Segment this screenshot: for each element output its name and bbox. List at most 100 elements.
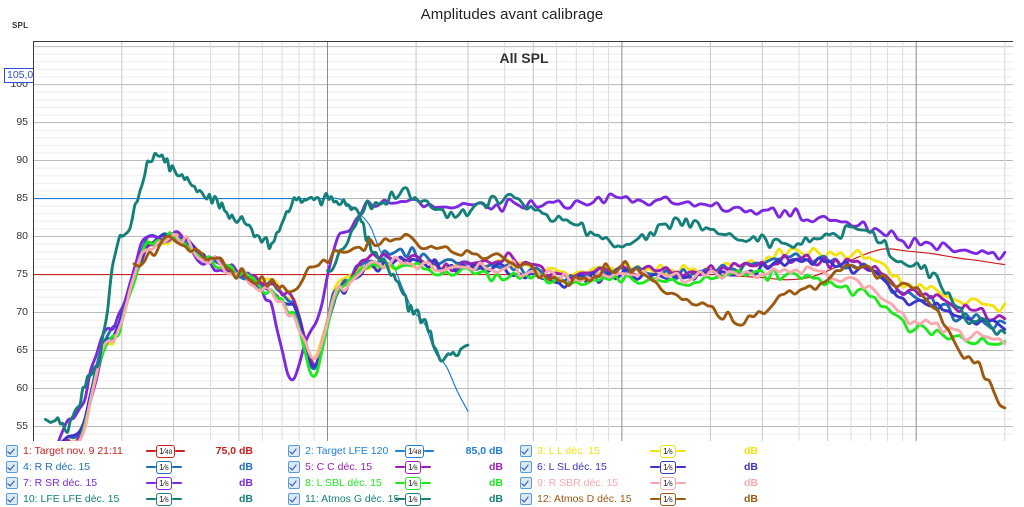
legend-level-value: dB: [744, 493, 758, 505]
y-tick-label: 60: [16, 381, 28, 394]
legend-item[interactable]: 9: R SBR déc. 15: [520, 475, 618, 491]
smoothing-chip[interactable]: 1⁄ 6: [660, 460, 676, 474]
legend-smoothing-swatch[interactable]: 1⁄ 48: [146, 443, 186, 459]
legend-smoothing-swatch[interactable]: 1⁄ 6: [650, 475, 686, 491]
smoothing-chip[interactable]: 1⁄ 6: [660, 444, 676, 458]
legend-item-label: 3: L L déc. 15: [537, 445, 600, 457]
legend-smoothing-swatch[interactable]: 1⁄ 48: [395, 443, 435, 459]
legend-smoothing-swatch[interactable]: 1⁄ 6: [146, 459, 182, 475]
y-tick-label: 65: [16, 343, 28, 356]
smoothing-chip[interactable]: 1⁄ 6: [660, 476, 676, 490]
smoothing-chip[interactable]: 1⁄ 6: [156, 476, 172, 490]
legend-smoothing-swatch[interactable]: 1⁄ 6: [650, 459, 686, 475]
legend-item-label: 1: Target nov. 9 21:11: [23, 445, 123, 457]
smoothing-chip[interactable]: 1⁄ 6: [156, 492, 172, 506]
legend-color-bar: [175, 449, 186, 453]
legend-smoothing-swatch[interactable]: 1⁄ 6: [395, 491, 431, 507]
legend-checkbox[interactable]: [520, 461, 532, 473]
smoothing-chip[interactable]: 1⁄ 6: [156, 460, 172, 474]
legend-level-value: dB: [239, 493, 253, 505]
legend-level-value: dB: [489, 477, 503, 489]
page-title: Amplitudes avant calibrage: [420, 6, 604, 23]
legend-item[interactable]: 3: L L déc. 15: [520, 443, 600, 459]
smoothing-chip[interactable]: 1⁄ 6: [405, 476, 421, 490]
legend-item[interactable]: 2: Target LFE 120: [288, 443, 388, 459]
legend-color-bar: [146, 481, 156, 485]
legend-color-bar: [171, 497, 182, 501]
legend-item-label: 12: Atmos D déc. 15: [537, 493, 632, 505]
smoothing-chip[interactable]: 1⁄ 48: [156, 444, 176, 458]
legend-checkbox[interactable]: [288, 445, 300, 457]
legend-level-value: 85,0 dB: [465, 445, 503, 457]
legend-smoothing-swatch[interactable]: 1⁄ 6: [146, 475, 182, 491]
y-tick-label: 80: [16, 229, 28, 242]
legend-color-bar: [675, 465, 686, 469]
y-tick-label: 95: [16, 115, 28, 128]
legend-item-label: 9: R SBR déc. 15: [537, 477, 619, 489]
legend-color-bar: [424, 449, 435, 453]
plot-curves: [34, 151, 1007, 462]
y-axis-title: SPL: [12, 21, 29, 30]
legend-level-value: dB: [239, 477, 253, 489]
y-axis-top-value[interactable]: 105,0: [4, 68, 37, 83]
legend-checkbox[interactable]: [6, 461, 18, 473]
legend-checkbox[interactable]: [6, 493, 18, 505]
legend-smoothing-swatch[interactable]: 1⁄ 6: [650, 443, 686, 459]
plot-canvas[interactable]: All SPL: [33, 41, 1013, 462]
legend-item[interactable]: 8: L SBL déc. 15: [288, 475, 382, 491]
legend[interactable]: 1: Target nov. 9 21:11 1⁄ 48 75,0 dB 2: Targ…: [0, 441, 1024, 507]
legend-color-bar: [395, 481, 405, 485]
legend-item-label: 10: LFE LFE déc. 15: [23, 493, 120, 505]
smoothing-chip[interactable]: 1⁄ 6: [405, 492, 421, 506]
legend-checkbox[interactable]: [520, 477, 532, 489]
legend-level-value: dB: [744, 461, 758, 473]
legend-item[interactable]: 12: Atmos D déc. 15: [520, 491, 632, 507]
legend-checkbox[interactable]: [6, 477, 18, 489]
smoothing-chip[interactable]: 1⁄ 6: [660, 492, 676, 506]
legend-color-bar: [650, 481, 660, 485]
legend-smoothing-swatch[interactable]: 1⁄ 6: [146, 491, 182, 507]
legend-item[interactable]: 7: R SR déc. 15: [6, 475, 97, 491]
legend-color-bar: [650, 465, 660, 469]
smoothing-chip[interactable]: 1⁄ 48: [405, 444, 425, 458]
legend-color-bar: [395, 449, 405, 453]
legend-level-value: dB: [489, 461, 503, 473]
legend-checkbox[interactable]: [520, 445, 532, 457]
legend-checkbox[interactable]: [520, 493, 532, 505]
legend-item[interactable]: 5: C C déc. 15: [288, 459, 372, 475]
legend-level-value: dB: [239, 461, 253, 473]
legend-item-label: 8: L SBL déc. 15: [305, 477, 382, 489]
legend-color-bar: [395, 497, 405, 501]
legend-color-bar: [171, 465, 182, 469]
legend-checkbox[interactable]: [6, 445, 18, 457]
legend-color-bar: [146, 465, 156, 469]
legend-color-bar: [650, 449, 660, 453]
legend-checkbox[interactable]: [288, 477, 300, 489]
legend-checkbox[interactable]: [288, 493, 300, 505]
legend-item[interactable]: 4: R R déc. 15: [6, 459, 90, 475]
y-tick-label: 85: [16, 191, 28, 204]
legend-item-label: 5: C C déc. 15: [305, 461, 373, 473]
legend-item[interactable]: 1: Target nov. 9 21:11: [6, 443, 123, 459]
legend-color-bar: [171, 481, 182, 485]
smoothing-chip[interactable]: 1⁄ 6: [405, 460, 421, 474]
legend-item[interactable]: 10: LFE LFE déc. 15: [6, 491, 119, 507]
legend-level-value: dB: [744, 445, 758, 457]
legend-color-bar: [420, 481, 431, 485]
legend-color-bar: [395, 465, 405, 469]
chart-area: SPL 100 95 90 85 80 75 70 65 60 55 105,0 All SPL …: [0, 21, 1024, 488]
legend-checkbox[interactable]: [288, 461, 300, 473]
legend-color-bar: [146, 497, 156, 501]
legend-level-value: 75,0 dB: [215, 445, 253, 457]
y-tick-label: 90: [16, 153, 28, 166]
legend-item[interactable]: 11: Atmos G déc. 15: [288, 491, 399, 507]
legend-item[interactable]: 6: L SL déc. 15: [520, 459, 607, 475]
legend-smoothing-swatch[interactable]: 1⁄ 6: [650, 491, 686, 507]
legend-item-label: 2: Target LFE 120: [305, 445, 389, 457]
legend-item-label: 7: R SR déc. 15: [23, 477, 98, 489]
legend-level-value: dB: [744, 477, 758, 489]
legend-smoothing-swatch[interactable]: 1⁄ 6: [395, 475, 431, 491]
legend-smoothing-swatch[interactable]: 1⁄ 6: [395, 459, 431, 475]
legend-color-bar: [650, 497, 660, 501]
legend-color-bar: [420, 497, 431, 501]
